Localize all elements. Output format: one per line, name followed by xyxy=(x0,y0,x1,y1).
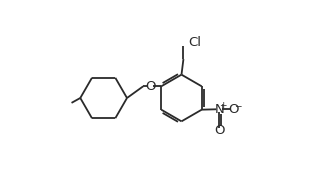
Text: O: O xyxy=(145,80,156,93)
Text: −: − xyxy=(233,101,241,110)
Text: Cl: Cl xyxy=(188,36,201,49)
Text: N: N xyxy=(215,103,224,116)
Text: +: + xyxy=(219,101,227,110)
Text: O: O xyxy=(214,124,225,137)
Text: O: O xyxy=(229,103,239,116)
